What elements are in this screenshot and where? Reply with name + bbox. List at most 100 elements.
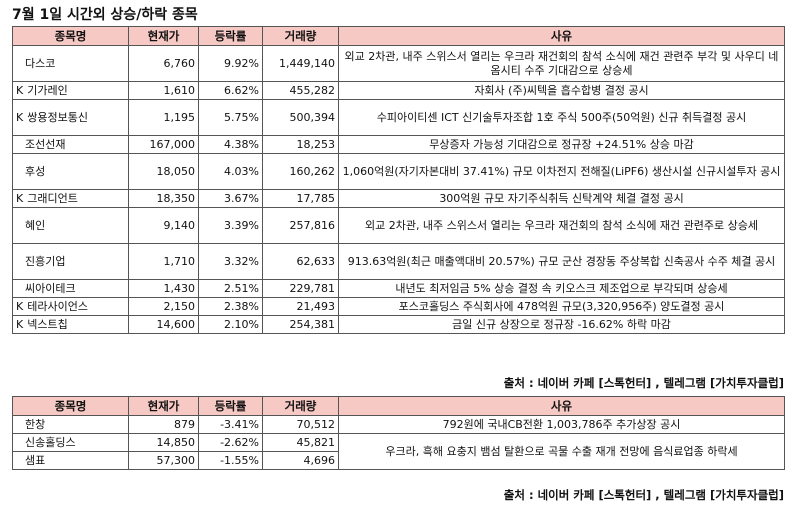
header-reason: 사유 xyxy=(338,396,785,416)
stock-name-label: 그래디언트 xyxy=(27,191,78,205)
volume-cell: 257,816 xyxy=(262,207,339,244)
fall-table: 종목명 현재가 등락률 거래량 사유 한창 879 -3.41% 70,512 792원… xyxy=(12,396,785,470)
reason-cell: 913.63억원(최근 매출액대비 20.57%) 규모 군산 경장동 주상복합… xyxy=(338,243,785,280)
market-prefix: K xyxy=(16,191,24,205)
rate-cell: 3.32% xyxy=(198,243,263,280)
table-row: 혜인 9,140 3.39% 257,816 외교 2차관, 내주 스위스서 열리는 우… xyxy=(12,207,785,244)
stock-name-label: 조선선재 xyxy=(25,137,66,151)
stock-name: 샘표 xyxy=(12,451,129,470)
volume-cell: 160,262 xyxy=(262,153,339,190)
volume-cell: 62,633 xyxy=(262,243,339,280)
stock-name: 진흥기업 xyxy=(12,243,129,280)
stock-name-label: 쌍용정보통신 xyxy=(27,110,88,124)
stock-name: K 테라사이언스 xyxy=(12,297,129,316)
stock-name: 혜인 xyxy=(12,207,129,244)
rate-cell: 2.38% xyxy=(198,297,263,316)
fall-table-header: 종목명 현재가 등락률 거래량 사유 xyxy=(12,396,785,416)
price-cell: 9,140 xyxy=(128,207,199,244)
stock-name-label: 기가레인 xyxy=(27,83,68,97)
volume-cell: 18,253 xyxy=(262,135,339,154)
reason-cell: 무상증자 가능성 기대감으로 정규장 +24.51% 상승 마감 xyxy=(338,135,785,154)
price-cell: 14,850 xyxy=(128,433,199,452)
rise-table-body: 다스코 6,760 9.92% 1,449,140 외교 2차관, 내주 스위스서 열리… xyxy=(12,45,785,334)
reason-cell: 자회사 (주)씨텍을 흡수합병 결정 공시 xyxy=(338,81,785,100)
volume-cell: 455,282 xyxy=(262,81,339,100)
volume-cell: 4,696 xyxy=(262,451,339,470)
reason-cell: 외교 2차관, 내주 스위스서 열리는 우크라 재건회의 참석 소식에 재건 관… xyxy=(338,45,785,82)
reason-cell: 1,060억원(자기자본대비 37.41%) 규모 이차전지 전해질(LiPF6… xyxy=(338,153,785,190)
price-cell: 18,350 xyxy=(128,189,199,208)
table-row: K 쌍용정보통신 1,195 5.75% 500,394 수피아이티센 ICT 신기술투자… xyxy=(12,99,785,136)
table-row: 다스코 6,760 9.92% 1,449,140 외교 2차관, 내주 스위스서 열리… xyxy=(12,45,785,82)
stock-name: 신송홀딩스 xyxy=(12,433,129,452)
rise-table-header: 종목명 현재가 등락률 거래량 사유 xyxy=(12,26,785,46)
rise-table: 종목명 현재가 등락률 거래량 사유 다스코 6,760 9.92% 1,449,14… xyxy=(12,26,785,334)
stock-name: K 쌍용정보통신 xyxy=(12,99,129,136)
rate-cell: 5.75% xyxy=(198,99,263,136)
stock-name: 후성 xyxy=(12,153,129,190)
header-price: 현재가 xyxy=(128,396,199,416)
volume-cell: 17,785 xyxy=(262,189,339,208)
stock-name-label: 후성 xyxy=(25,164,46,178)
stock-name: K 넥스트칩 xyxy=(12,315,129,334)
table-row: K 넥스트칩 14,600 2.10% 254,381 금일 신규 상장으로 정규장 -1… xyxy=(12,315,785,334)
stock-name: 다스코 xyxy=(12,45,129,82)
price-cell: 18,050 xyxy=(128,153,199,190)
price-cell: 6,760 xyxy=(128,45,199,82)
stock-name-label: 샘표 xyxy=(25,453,46,467)
rate-cell: 3.39% xyxy=(198,207,263,244)
source-caption: 출처 : 네이버 카페 [스톡헌터] , 텔레그램 [가치투자클럽] xyxy=(503,488,784,502)
stock-name-label: 혜인 xyxy=(25,218,46,232)
table-row: K 기가레인 1,610 6.62% 455,282 자회사 (주)씨텍을 흡수합병 결정… xyxy=(12,81,785,100)
reason-cell: 792원에 국내CB전환 1,003,786주 추가상장 공시 xyxy=(338,415,785,434)
volume-cell: 229,781 xyxy=(262,279,339,298)
header-reason: 사유 xyxy=(338,26,785,46)
stock-name: 씨아이테크 xyxy=(12,279,129,298)
price-cell: 879 xyxy=(128,415,199,434)
stock-name-label: 씨아이테크 xyxy=(25,281,76,295)
header-volume: 거래량 xyxy=(262,396,339,416)
price-cell: 2,150 xyxy=(128,297,199,316)
page-title: 7월 1일 시간외 상승/하락 종목 xyxy=(12,7,198,23)
stock-name-label: 진흥기업 xyxy=(25,254,66,268)
price-cell: 167,000 xyxy=(128,135,199,154)
header-volume: 거래량 xyxy=(262,26,339,46)
reason-cell: 300억원 규모 자기주식취득 신탁계약 체결 결정 공시 xyxy=(338,189,785,208)
header-name: 종목명 xyxy=(12,26,129,46)
table-row: 씨아이테크 1,430 2.51% 229,781 내년도 최저임금 5% 상승 결정 … xyxy=(12,279,785,298)
reason-cell: 포스코홀딩스 주식회사에 478억원 규모(3,320,956주) 양도결정 공… xyxy=(338,297,785,316)
table-row: 조선선재 167,000 4.38% 18,253 무상증자 가능성 기대감으로 정규장… xyxy=(12,135,785,154)
volume-cell: 70,512 xyxy=(262,415,339,434)
stock-name-label: 한창 xyxy=(25,417,46,431)
table-row: 신송홀딩스 14,850 -2.62% 45,821 우크라, 흑해 요충지 뱀섬 탈환… xyxy=(12,433,785,470)
table-row: 한창 879 -3.41% 70,512 792원에 국내CB전환 1,003,786주… xyxy=(12,415,785,434)
market-prefix: K xyxy=(16,110,24,124)
rate-cell: -1.55% xyxy=(198,451,263,470)
stock-name-label: 신송홀딩스 xyxy=(25,435,76,449)
rate-cell: 6.62% xyxy=(198,81,263,100)
market-prefix: K xyxy=(16,317,24,331)
price-cell: 1,195 xyxy=(128,99,199,136)
volume-cell: 254,381 xyxy=(262,315,339,334)
reason-cell: 금일 신규 상장으로 정규장 -16.62% 하락 마감 xyxy=(338,315,785,334)
table-row: K 그래디언트 18,350 3.67% 17,785 300억원 규모 자기주식취득 신… xyxy=(12,189,785,208)
stock-name: 한창 xyxy=(12,415,129,434)
volume-cell: 21,493 xyxy=(262,297,339,316)
price-cell: 1,610 xyxy=(128,81,199,100)
table-row: K 테라사이언스 2,150 2.38% 21,493 포스코홀딩스 주식회사에 478억… xyxy=(12,297,785,316)
table-row: 진흥기업 1,710 3.32% 62,633 913.63억원(최근 매출액대비 20… xyxy=(12,243,785,280)
rate-cell: 2.51% xyxy=(198,279,263,298)
stock-name-label: 테라사이언스 xyxy=(27,299,88,313)
stock-name: 조선선재 xyxy=(12,135,129,154)
reason-cell: 수피아이티센 ICT 신기술투자조합 1호 주식 500주(50억원) 신규 취… xyxy=(338,99,785,136)
reason-cell: 외교 2차관, 내주 스위스서 열리는 우크라 재건회의 참석 소식에 재건 관… xyxy=(338,207,785,244)
price-cell: 57,300 xyxy=(128,451,199,470)
rate-cell: 3.67% xyxy=(198,189,263,208)
reason-cell: 우크라, 흑해 요충지 뱀섬 탈환으로 곡물 수출 재개 전망에 음식료업종 하… xyxy=(338,433,785,470)
volume-cell: 500,394 xyxy=(262,99,339,136)
reason-cell: 내년도 최저임금 5% 상승 결정 속 키오스크 제조업으로 부각되며 상승세 xyxy=(338,279,785,298)
market-prefix: K xyxy=(16,299,24,313)
rate-cell: 4.38% xyxy=(198,135,263,154)
price-cell: 14,600 xyxy=(128,315,199,334)
fall-table-body: 한창 879 -3.41% 70,512 792원에 국내CB전환 1,003,786주… xyxy=(12,415,785,470)
